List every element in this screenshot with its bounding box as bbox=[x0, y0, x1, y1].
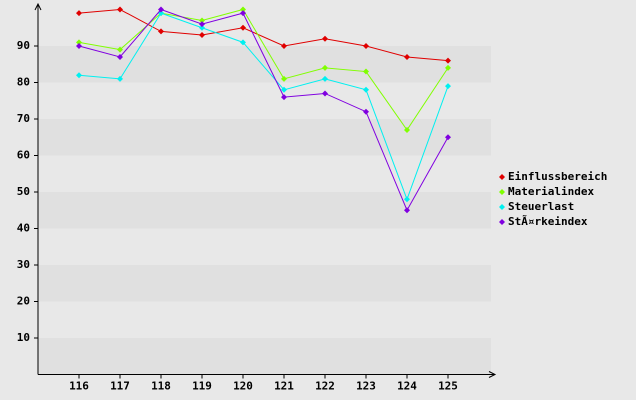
y-tick-label: 20 bbox=[17, 295, 30, 308]
legend-marker bbox=[499, 174, 505, 180]
point-marker bbox=[445, 134, 451, 141]
point-marker bbox=[322, 90, 328, 97]
point-marker bbox=[363, 43, 369, 49]
y-tick-label: 80 bbox=[17, 76, 30, 89]
legend-label: Steuerlast bbox=[508, 200, 574, 213]
y-tick-label: 40 bbox=[17, 222, 30, 235]
y-axis-arrow bbox=[34, 2, 42, 11]
plot-band bbox=[38, 119, 491, 156]
point-marker bbox=[363, 68, 369, 75]
point-marker bbox=[76, 10, 82, 17]
point-marker bbox=[281, 86, 287, 93]
point-marker bbox=[363, 86, 369, 93]
series-line bbox=[78, 8, 449, 62]
y-tick-label: 50 bbox=[17, 185, 30, 198]
point-marker bbox=[322, 75, 328, 82]
point-marker bbox=[199, 32, 205, 39]
point-marker bbox=[76, 39, 82, 46]
x-tick-label: 117 bbox=[110, 380, 130, 393]
series-line bbox=[78, 8, 449, 131]
legend-marker bbox=[499, 189, 505, 195]
y-tick-label: 70 bbox=[17, 112, 30, 125]
point-marker bbox=[240, 10, 246, 17]
legend-label: StÃ¤rkeindex bbox=[508, 215, 588, 228]
point-marker bbox=[404, 53, 410, 60]
point-marker bbox=[199, 17, 205, 24]
point-marker bbox=[281, 94, 287, 101]
x-tick-label: 118 bbox=[151, 380, 171, 393]
point-marker bbox=[445, 57, 451, 64]
plot-band bbox=[38, 228, 491, 265]
x-tick-label: 122 bbox=[315, 380, 335, 393]
plot-band bbox=[38, 265, 491, 302]
y-tick-label: 10 bbox=[17, 331, 30, 344]
point-marker bbox=[158, 6, 164, 13]
plot-band bbox=[38, 82, 491, 119]
series-line bbox=[78, 8, 449, 212]
point-marker bbox=[240, 6, 246, 13]
legend-marker bbox=[499, 204, 505, 210]
legend-label: Materialindex bbox=[508, 185, 594, 198]
point-marker bbox=[76, 43, 82, 49]
point-marker bbox=[404, 196, 410, 203]
plot-band bbox=[38, 301, 491, 338]
y-tick-label: 30 bbox=[17, 258, 30, 271]
point-marker bbox=[117, 53, 123, 60]
point-marker bbox=[445, 83, 451, 90]
point-marker bbox=[322, 64, 328, 71]
point-marker bbox=[322, 35, 328, 42]
point-marker bbox=[445, 64, 451, 71]
plot-band bbox=[38, 192, 491, 229]
point-marker bbox=[240, 24, 246, 31]
plot-band bbox=[38, 155, 491, 192]
point-marker bbox=[363, 108, 369, 115]
plot-band bbox=[38, 46, 491, 83]
y-tick-label: 60 bbox=[17, 149, 30, 162]
series-line bbox=[78, 12, 449, 201]
point-marker bbox=[76, 72, 82, 79]
point-marker bbox=[117, 75, 123, 82]
x-tick-label: 121 bbox=[274, 380, 294, 393]
x-tick-label: 125 bbox=[438, 380, 458, 393]
y-tick-label: 90 bbox=[17, 39, 30, 52]
plot-band bbox=[38, 9, 491, 46]
x-tick-label: 124 bbox=[397, 380, 417, 393]
point-marker bbox=[117, 46, 123, 53]
point-marker bbox=[240, 39, 246, 46]
x-axis-arrow bbox=[488, 371, 497, 378]
legend-label: Einflussbereich bbox=[508, 170, 607, 183]
point-marker bbox=[117, 6, 123, 13]
point-marker bbox=[199, 21, 205, 28]
x-tick-label: 119 bbox=[192, 380, 212, 393]
point-marker bbox=[281, 75, 287, 82]
legend-marker bbox=[499, 219, 505, 225]
plot-band bbox=[38, 338, 491, 375]
point-marker bbox=[281, 43, 287, 49]
point-marker bbox=[404, 207, 410, 214]
x-tick-label: 120 bbox=[233, 380, 253, 393]
point-marker bbox=[404, 126, 410, 133]
point-marker bbox=[158, 28, 164, 35]
x-tick-label: 116 bbox=[69, 380, 89, 393]
x-tick-label: 123 bbox=[356, 380, 376, 393]
point-marker bbox=[199, 24, 205, 31]
